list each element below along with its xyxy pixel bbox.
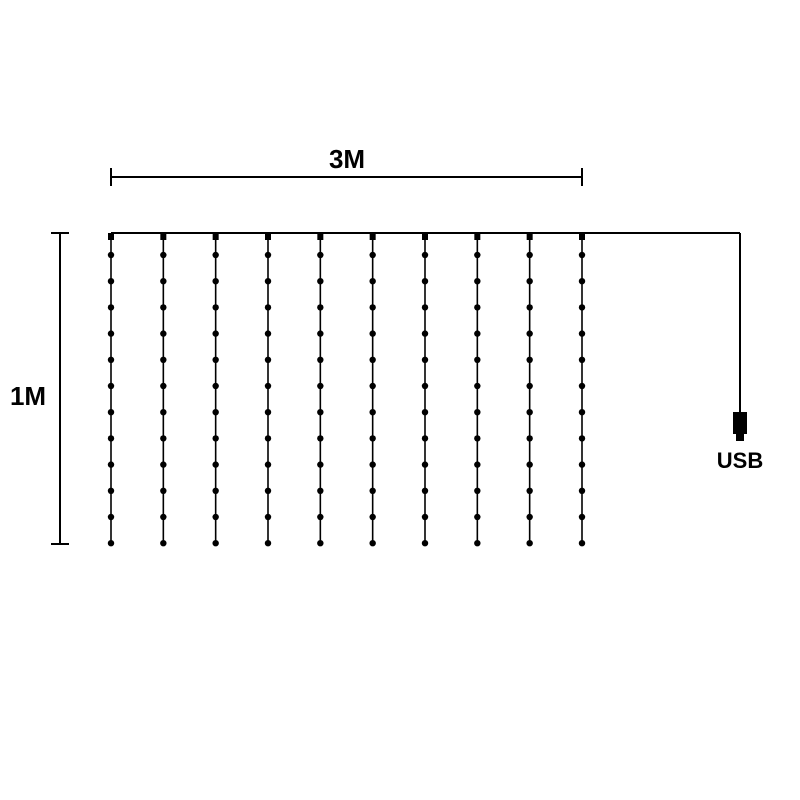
usb-label: USB (717, 448, 763, 473)
width-label: 3M (329, 144, 365, 174)
diagram-svg: 3M 1M USB (0, 0, 800, 800)
curtain-light-diagram: 3M 1M USB (0, 0, 800, 800)
height-label: 1M (10, 381, 46, 411)
